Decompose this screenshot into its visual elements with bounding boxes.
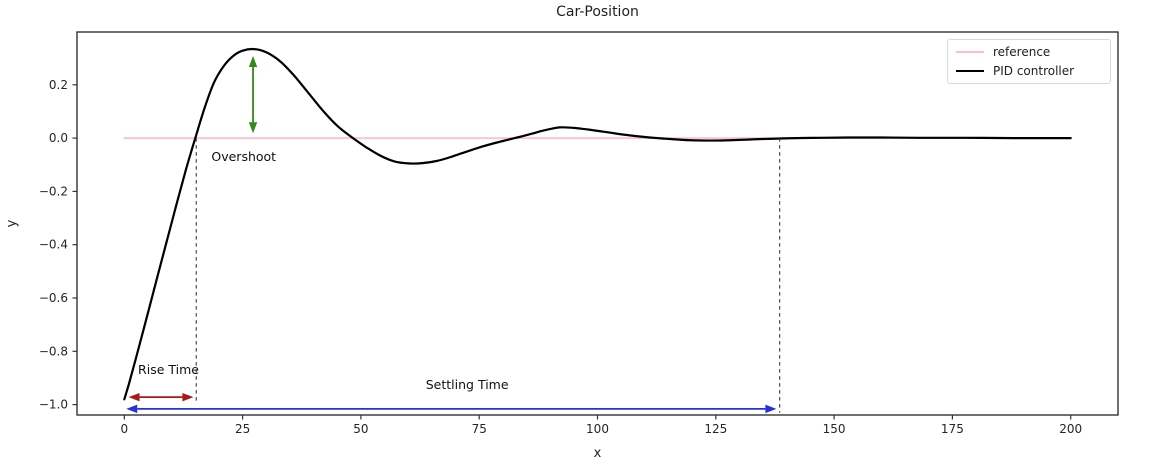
y-tick-label: 0.2 <box>49 78 68 92</box>
y-tick-label: −0.2 <box>39 184 68 198</box>
x-tick-label: 175 <box>941 422 964 436</box>
y-tick-label: −0.4 <box>39 238 68 252</box>
axes-spines <box>76 31 1119 416</box>
x-tick-label: 75 <box>472 422 487 436</box>
y-tick-label: −0.6 <box>39 291 68 305</box>
x-tick-label: 125 <box>704 422 727 436</box>
y-tick-label: 0.0 <box>49 131 68 145</box>
x-tick-label: 0 <box>120 422 128 436</box>
overshoot-arrow <box>248 55 258 134</box>
x-tick-label: 100 <box>586 422 609 436</box>
x-axis-label: x <box>593 446 602 461</box>
legend-label-pid-controller: PID controller <box>993 64 1075 78</box>
pid-controller-line <box>123 47 1072 401</box>
x-tick-label: 50 <box>353 422 368 436</box>
x-tick-label: 25 <box>235 422 250 436</box>
rise-time-arrow <box>128 392 194 402</box>
chart-title: Car-Position <box>556 4 639 20</box>
legend-label-reference: reference <box>993 45 1051 59</box>
reference-line-swatch <box>956 51 984 53</box>
x-tick-label: 200 <box>1059 422 1082 436</box>
pid-controller-line-swatch <box>956 70 984 72</box>
y-axis-label: y <box>4 219 20 228</box>
settling-time-label: Settling Time <box>426 377 509 392</box>
legend: reference PID controller <box>947 39 1111 84</box>
overshoot-label: Overshoot <box>211 149 276 164</box>
legend-entry-reference: reference <box>956 45 1102 59</box>
y-tick-label: −1.0 <box>39 398 68 412</box>
x-tick-label: 150 <box>823 422 846 436</box>
rise-time-label: Rise Time <box>138 362 199 377</box>
settling-time-arrow <box>126 404 777 414</box>
y-tick-label: −0.8 <box>39 344 68 358</box>
legend-entry-pid-controller: PID controller <box>956 64 1102 78</box>
